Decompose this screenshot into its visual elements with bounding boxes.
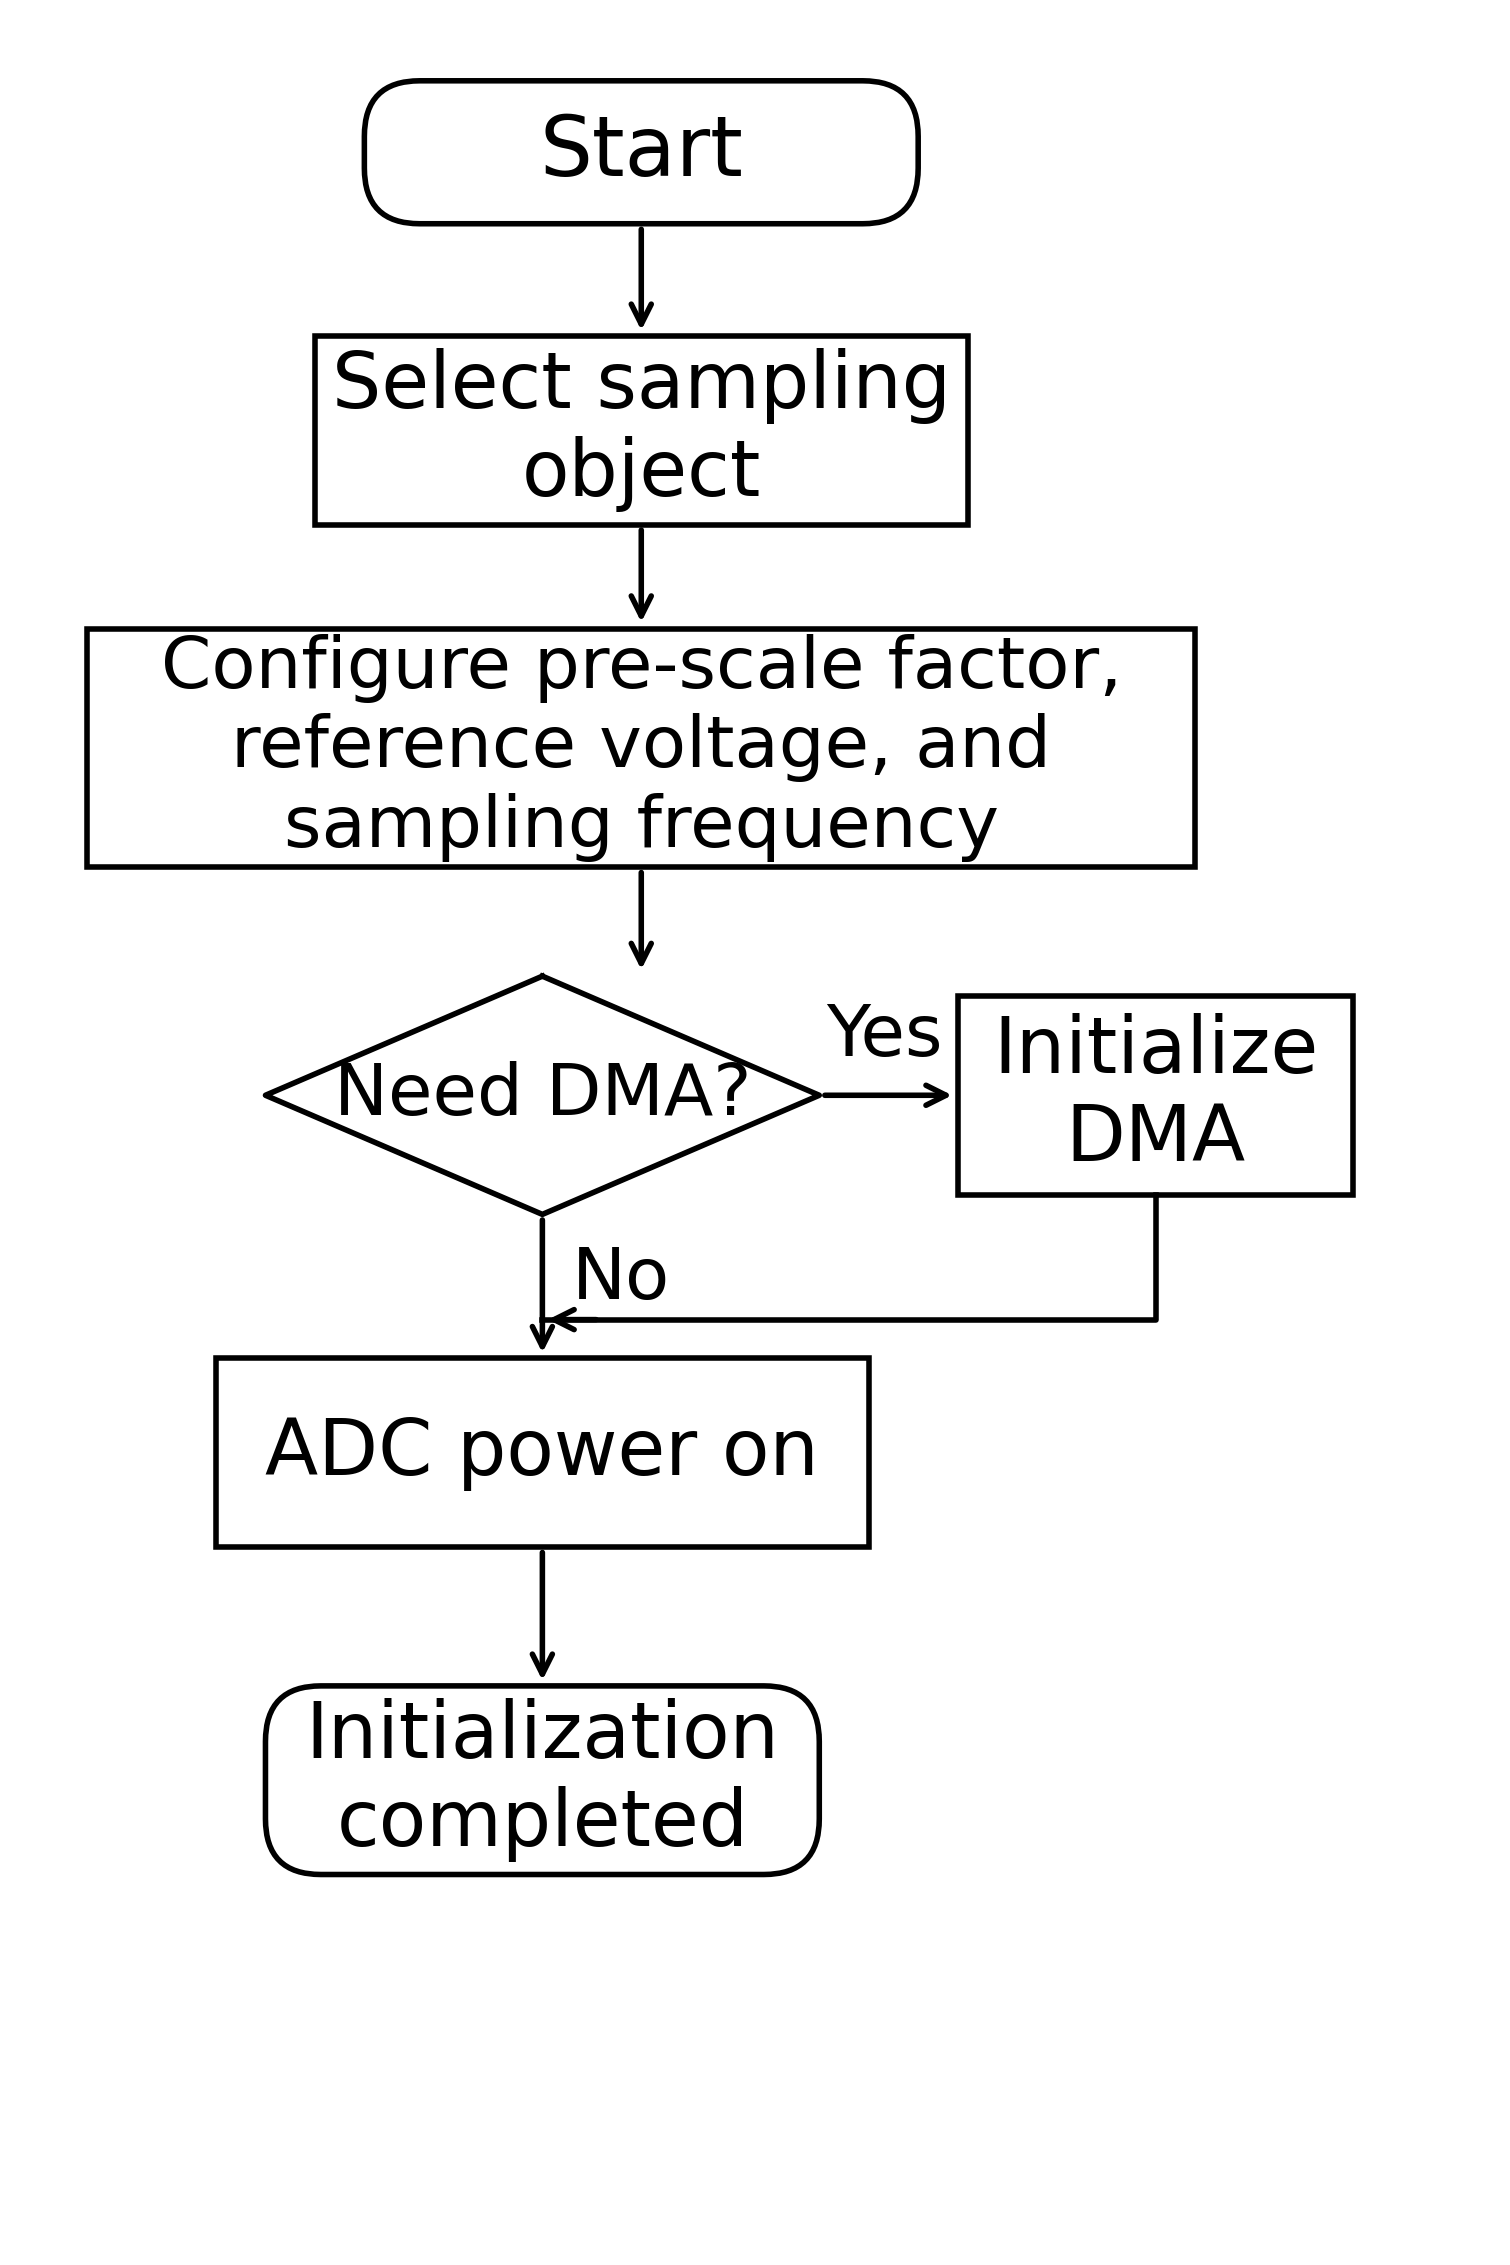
Text: Initialize
DMA: Initialize DMA	[994, 1012, 1318, 1178]
Bar	[88, 630, 1194, 867]
Text: Yes: Yes	[826, 1003, 942, 1071]
Text: Initialization
completed: Initialization completed	[305, 1699, 779, 1862]
Bar	[957, 997, 1353, 1194]
Text: ADC power on: ADC power on	[266, 1416, 820, 1490]
Text: Select sampling
object: Select sampling object	[332, 349, 951, 512]
Text: Need DMA?: Need DMA?	[334, 1060, 750, 1130]
Text: No: No	[572, 1246, 670, 1314]
Polygon shape	[266, 976, 820, 1214]
Bar	[216, 1359, 868, 1547]
Text: Configure pre-scale factor,
reference voltage, and
sampling frequency: Configure pre-scale factor, reference vo…	[160, 634, 1122, 863]
FancyBboxPatch shape	[364, 82, 918, 224]
Text: Start: Start	[539, 111, 743, 193]
Bar	[316, 335, 968, 525]
FancyBboxPatch shape	[266, 1685, 820, 1875]
